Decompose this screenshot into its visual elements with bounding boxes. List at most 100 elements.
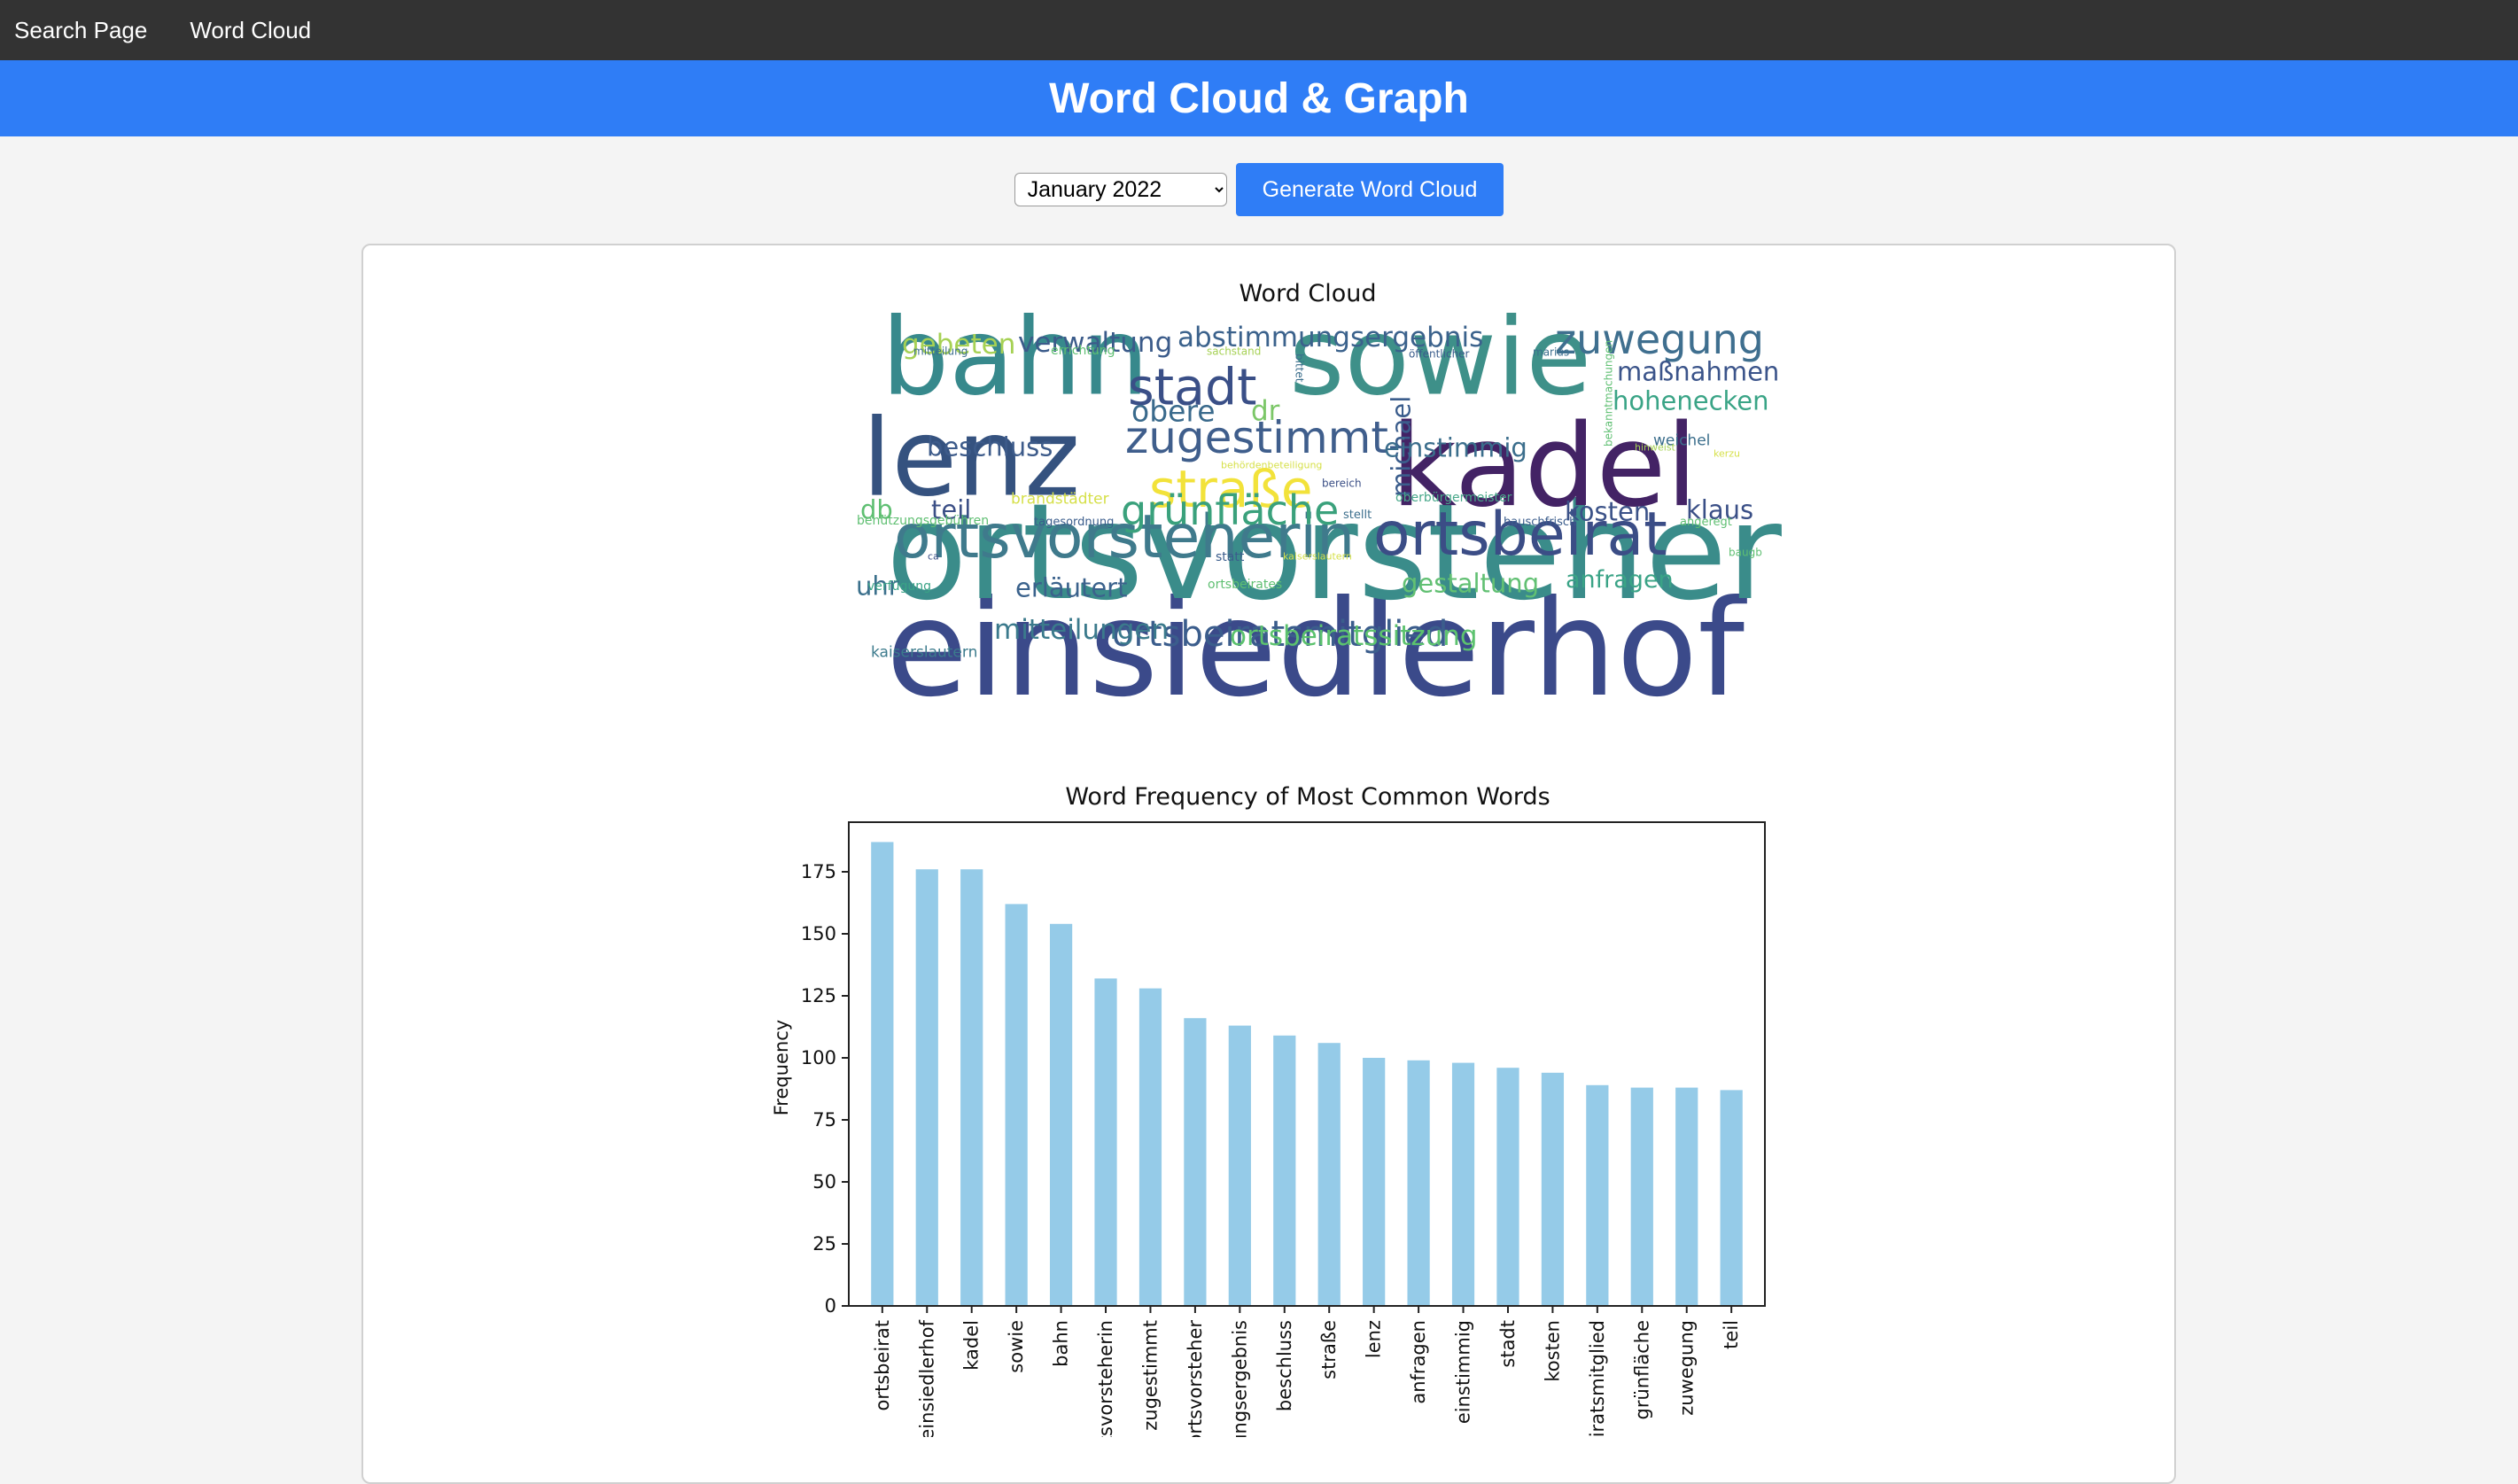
word-cloud-word: straße (1149, 459, 1313, 519)
bar-ortsbeirat (871, 842, 894, 1306)
word-cloud-word: öffentlicher (1409, 347, 1470, 360)
word-cloud-word: tagesordnung (1034, 516, 1114, 529)
word-cloud-word: ortsbeiratsmitglied (1112, 614, 1448, 655)
generate-word-cloud-button[interactable]: Generate Word Cloud (1235, 163, 1504, 216)
y-tick-label: 0 (825, 1295, 836, 1317)
word-cloud-word: kosten (1565, 497, 1650, 527)
word-cloud-word: anfragen (1566, 566, 1674, 594)
header-banner: Word Cloud & Graph (0, 60, 2518, 136)
bar-zugestimmt (1139, 988, 1162, 1306)
word-cloud-word: maßnahmen (1617, 357, 1779, 387)
x-tick-label: ortsbeiratsmitglied (1587, 1320, 1608, 1437)
word-cloud-word: kaiserslautern (1283, 551, 1352, 563)
word-cloud-word: hohenecken (1613, 386, 1769, 416)
word-cloud-word: einsiedlerhof (886, 572, 1747, 726)
word-cloud-word: beschluss (927, 432, 1053, 462)
bar-kosten (1541, 1072, 1565, 1306)
word-cloud-word: sowie (1289, 297, 1591, 420)
x-tick-label: kosten (1542, 1320, 1563, 1382)
word-cloud-word: lenz (862, 398, 1080, 521)
word-cloud-word: mitteilungen (994, 614, 1169, 646)
word-cloud-word: behördenbeteiligung (1221, 460, 1322, 471)
x-tick-label: stadt (1497, 1320, 1519, 1368)
word-cloud-word: stellt (1343, 509, 1372, 522)
bar-lenz (1363, 1058, 1386, 1306)
word-cloud-word: verwaltung (1018, 327, 1172, 359)
y-tick-label: 175 (801, 861, 836, 882)
word-cloud-word: gestaltung (1402, 569, 1539, 599)
y-tick-label: 50 (812, 1171, 836, 1193)
word-cloud-word: klaus (1686, 495, 1753, 525)
x-tick-label: straße (1318, 1320, 1340, 1379)
x-tick-label: einsiedlerhof (916, 1319, 937, 1437)
bar-einsiedlerhof (915, 869, 938, 1306)
word-cloud-word: ca (928, 551, 939, 563)
word-cloud-word: verfügung (867, 579, 931, 594)
word-cloud-word: kaiserslautern (871, 643, 977, 661)
nav-link-search-page[interactable]: Search Page (14, 16, 148, 43)
bar-grünfläche (1630, 1087, 1653, 1306)
bar-ortsbeiratsmitglied (1586, 1084, 1609, 1306)
y-tick-label: 25 (812, 1233, 836, 1255)
word-cloud-word: ortsbeirat (1373, 500, 1667, 570)
word-cloud-word: bauschfrisch (1504, 516, 1576, 529)
x-tick-label: ortsvorsteher (1185, 1320, 1206, 1437)
word-cloud-word: mitteilung (913, 345, 968, 357)
word-cloud-word: sachstand (1207, 345, 1261, 357)
word-cloud-word: statt (1216, 550, 1245, 564)
frequency-bar-chart: Word Frequency of Most Common Words Freq… (771, 783, 1766, 1437)
bar-stadt (1496, 1068, 1519, 1306)
month-select[interactable]: January 2022 (1014, 173, 1227, 206)
chart-title: Word Frequency of Most Common Words (1065, 783, 1550, 811)
word-cloud-word: benützungsgebühren (857, 514, 989, 528)
bar-bahn (1049, 923, 1073, 1306)
word-cloud-word: michael (1387, 396, 1417, 497)
y-tick-label: 150 (801, 923, 836, 944)
word-cloud-word: abstimmungsergebnis (1177, 322, 1483, 354)
x-tick-label: kadel (961, 1320, 983, 1371)
x-tick-label: sowie (1006, 1320, 1027, 1373)
word-cloud-word: brandstädter (1011, 490, 1109, 508)
word-cloud-word: weichel (1653, 431, 1710, 449)
bar-einstimmig (1451, 1062, 1475, 1306)
nav-link-word-cloud[interactable]: Word Cloud (190, 16, 312, 43)
x-tick-label: teil (1721, 1320, 1742, 1349)
x-tick-label: lenz (1364, 1320, 1385, 1358)
word-cloud-word: dr (1251, 395, 1280, 427)
word-cloud-word: gebeten (902, 329, 1015, 361)
x-tick-label: beschluss (1274, 1320, 1295, 1411)
bar-zuwegung (1675, 1087, 1698, 1306)
y-tick-label: 125 (801, 985, 836, 1006)
word-cloud-word: obere (1131, 394, 1216, 429)
x-tick-label: anfragen (1408, 1320, 1429, 1404)
word-cloud-word: hinweist (1635, 442, 1676, 454)
word-cloud-word: einstimmig (1384, 433, 1527, 463)
x-tick-label: abstimmungsergebnis (1229, 1320, 1250, 1437)
results-card: Word Cloud einsiedlerhof ortsvorsteher kad… (361, 244, 2176, 1484)
word-cloud-word: grünfläche (1121, 486, 1339, 534)
word-cloud-word: zugestimmt (1125, 412, 1388, 463)
word-cloud-word: bahn (882, 297, 1149, 420)
controls-bar: January 2022 Generate Word Cloud (0, 163, 2518, 216)
top-navbar: Search Page Word Cloud (0, 0, 2518, 60)
word-cloud-word: oberbürgermeister (1395, 491, 1512, 505)
bar-ortsvorsteherin (1094, 978, 1117, 1306)
y-tick-label: 75 (812, 1109, 836, 1130)
bar-kadel (960, 869, 983, 1306)
x-axis-ticks: ortsbeirat einsiedlerhof kadel sowie bahn ort… (872, 1306, 1742, 1437)
word-cloud-word: bekanntmachungen (1602, 340, 1614, 447)
word-cloud-word: kerzu (1714, 448, 1740, 460)
word-cloud-word: ortsbeirates (1208, 578, 1282, 592)
bar-ortsvorsteher (1184, 1018, 1207, 1306)
word-cloud-word: zuwegung (1555, 315, 1764, 363)
word-cloud-word: bereich (1322, 477, 1362, 489)
word-cloud-word: marius (1533, 346, 1569, 358)
word-cloud-word: uhr (856, 571, 899, 602)
y-tick-label: 100 (801, 1047, 836, 1068)
word-cloud-word: db (860, 495, 893, 525)
bar-abstimmungsergebnis (1228, 1025, 1251, 1306)
x-tick-label: ortsbeirat (872, 1320, 893, 1410)
y-axis-ticks: 0 25 50 75 100 125 150 175 (801, 861, 849, 1317)
word-cloud-word: ortsvorsteher (886, 476, 1782, 630)
